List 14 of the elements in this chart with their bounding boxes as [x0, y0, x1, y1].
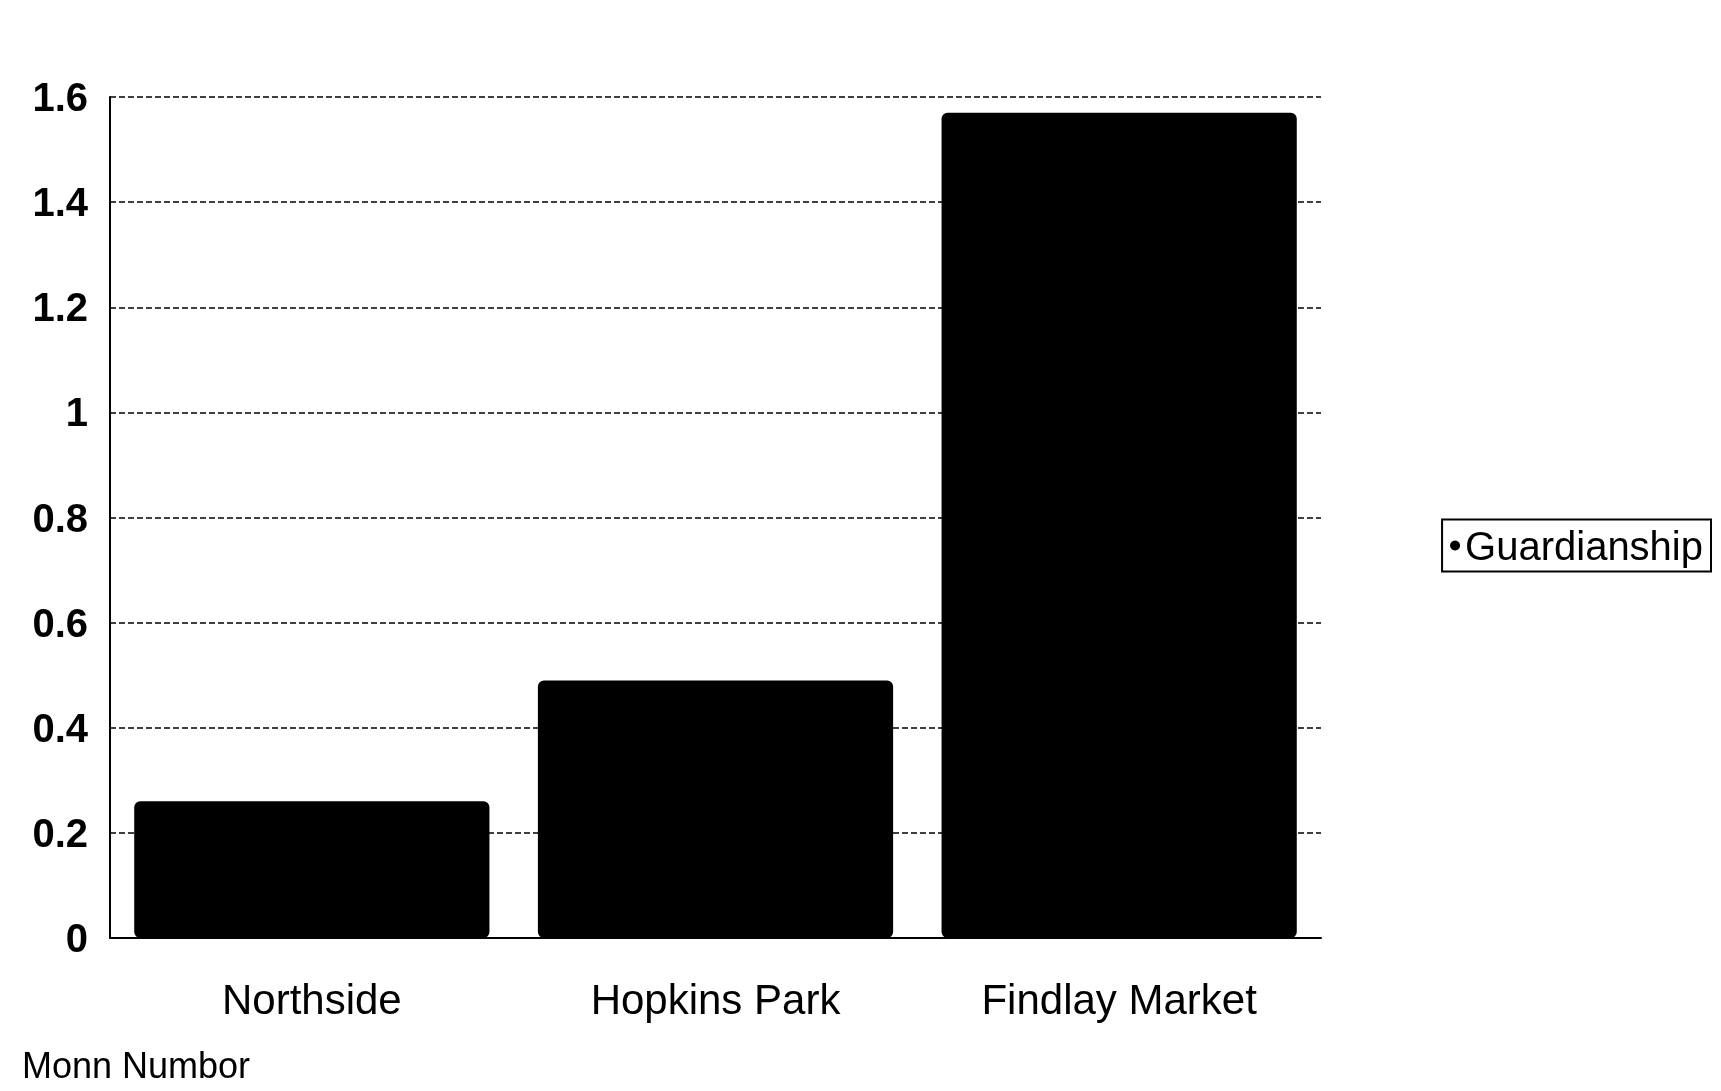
- x-tick-label: Hopkins Park: [590, 975, 842, 1023]
- y-tick-label: 1: [65, 390, 88, 435]
- y-tick-label: 0.4: [32, 705, 89, 750]
- legend-label: Guardianship: [1465, 523, 1704, 568]
- y-tick-label: 1.2: [32, 285, 88, 330]
- y-tick-label: 0.6: [32, 600, 88, 645]
- y-tick-label: 0: [65, 916, 88, 960]
- y-tick-label: 1.4: [32, 180, 89, 225]
- text: Monn Numbor: [22, 1045, 251, 1087]
- y-tick-label: 0.2: [32, 810, 88, 855]
- y-tick-label: 1.6: [32, 75, 88, 119]
- x-tick-label: Northside: [221, 975, 402, 1023]
- x-tick-label: Findlay Market: [981, 975, 1258, 1023]
- y-tick-label: 0.8: [32, 495, 88, 540]
